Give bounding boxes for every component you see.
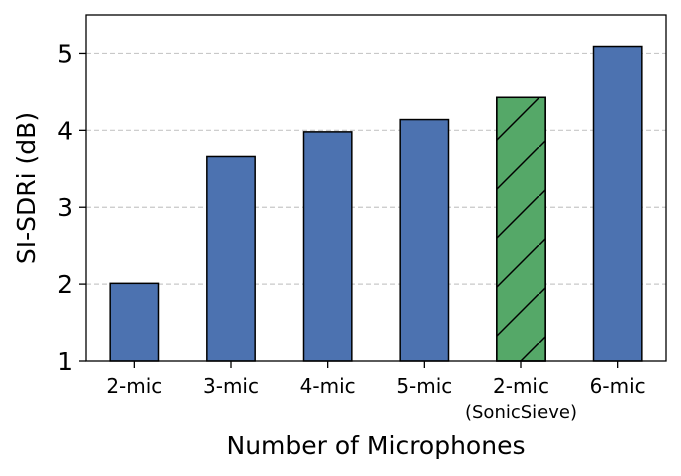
bar-3	[399, 118, 450, 362]
bar-hatch-4	[496, 96, 546, 362]
y-axis-ticks: 1 2 3 4 5	[57, 39, 86, 376]
bar-5	[592, 45, 643, 362]
plot-frame	[85, 14, 667, 362]
x-axis-label: Number of Microphones	[227, 431, 526, 460]
y-tick-label-1: 2	[57, 270, 73, 299]
x-tick-label-2: 4-mic	[300, 374, 356, 398]
bar-2	[302, 131, 353, 362]
y-tick-label-3: 4	[57, 116, 73, 145]
x-tick-label-1: 3-mic	[203, 374, 259, 398]
grid-lines	[86, 52, 666, 285]
y-tick-label-2: 3	[57, 193, 73, 222]
bar-1	[206, 155, 256, 362]
x-tick-label-0: 2-mic	[106, 374, 162, 398]
x-tick-label-3: 5-mic	[396, 374, 452, 398]
bar-0	[109, 282, 160, 362]
x-axis-ticks: 2-mic 3-mic 4-mic 5-mic 2-mic (SonicSieve) 6-m…	[106, 361, 646, 423]
x-tick-label-4: 2-mic	[493, 374, 549, 398]
x-tick-label-4-line-1: (SonicSieve)	[465, 402, 577, 423]
bars	[109, 45, 643, 362]
y-tick-label-0: 1	[57, 347, 73, 376]
y-tick-label-4: 5	[57, 39, 73, 68]
x-tick-label-5: 6-mic	[590, 374, 646, 398]
y-axis-label: SI-SDRi (dB)	[12, 112, 41, 264]
